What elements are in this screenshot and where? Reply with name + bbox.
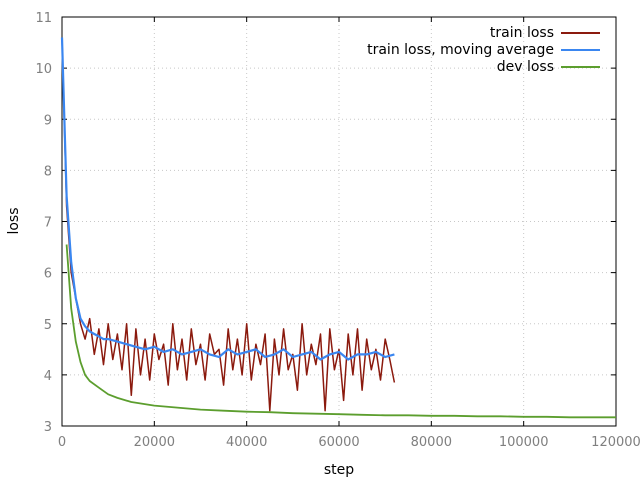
y-tick-label: 9 — [44, 113, 52, 128]
series-lines — [60, 37, 616, 419]
y-tick-label: 4 — [44, 369, 52, 384]
axis-ticks: 0 20000 40000 60000 80000 100000 120000 3 4 5 6 7 8 9… — [35, 11, 640, 450]
legend-label: train loss — [490, 25, 554, 41]
legend-label: train loss, moving average — [367, 42, 554, 58]
x-axis-label: step — [324, 462, 354, 478]
x-tick-label: 0 — [58, 435, 66, 450]
x-tick-label: 20000 — [134, 435, 175, 450]
y-tick-label: 6 — [44, 267, 52, 282]
y-tick-label: 7 — [44, 216, 52, 231]
y-tick-label: 3 — [44, 420, 52, 435]
y-tick-label: 10 — [35, 62, 52, 77]
train-loss-line — [61, 37, 396, 412]
y-tick-label: 8 — [44, 164, 52, 179]
legend-label: dev loss — [497, 59, 554, 75]
x-tick-label: 80000 — [411, 435, 452, 450]
train-loss-moving-average-line — [60, 37, 395, 361]
y-tick-label: 11 — [35, 11, 52, 26]
x-tick-label: 60000 — [318, 435, 359, 450]
grid — [61, 16, 617, 427]
dev-loss-line — [65, 244, 616, 419]
x-tick-label: 100000 — [499, 435, 549, 450]
x-tick-label: 120000 — [591, 435, 640, 450]
y-axis-label: loss — [6, 207, 22, 234]
y-tick-label: 5 — [44, 318, 52, 333]
x-tick-label: 40000 — [226, 435, 267, 450]
